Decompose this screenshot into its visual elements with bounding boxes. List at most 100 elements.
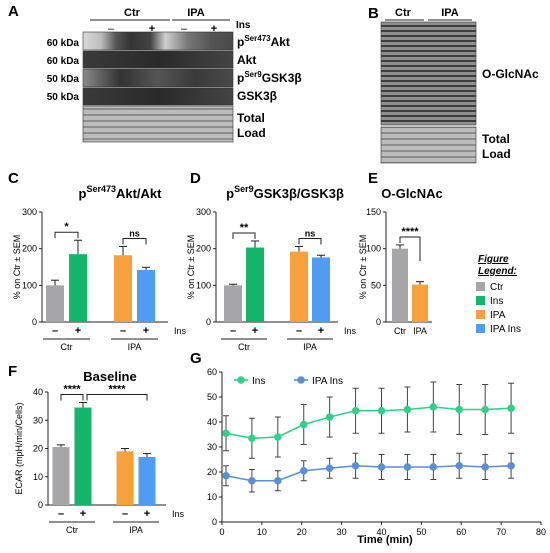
y-tick-label: 40 <box>207 417 217 427</box>
chart-e: 0 50 100 150 % on Ctr ± SEM **** Ctr IPA <box>358 207 432 336</box>
panel-g-xlabel: Time (min) <box>357 534 413 546</box>
data-point <box>403 405 412 414</box>
panel-b-group-ctr: Ctr <box>395 7 412 19</box>
panel-f-letter: F <box>8 363 17 380</box>
panel-a-sign-2: + <box>149 23 155 35</box>
panel-a-group-ipa: IPA <box>187 7 205 19</box>
panel-c-title: pSer473Akt/Akt <box>79 184 163 201</box>
panel-d-letter: D <box>190 170 201 187</box>
blot-band-row-4 <box>82 87 234 106</box>
group-label: Ctr <box>238 342 250 352</box>
ins-sign: – <box>120 325 126 337</box>
blot-o-glcnac <box>380 21 477 126</box>
panel-b-letter: B <box>368 5 379 22</box>
data-point <box>248 434 256 443</box>
ins-sign: – <box>230 325 236 337</box>
significance-label: ** <box>240 222 249 234</box>
ins-sign: + <box>144 508 150 520</box>
panel-a-kda-3: 50 kDa <box>47 74 80 85</box>
y-tick-label: 20 <box>207 467 217 477</box>
ins-label: Ins <box>344 326 357 336</box>
panel-b-total-label-1: Total <box>482 132 510 146</box>
y-tick-label: 0 <box>376 317 381 327</box>
data-point <box>481 463 489 471</box>
bar-ctr <box>46 285 64 322</box>
y-tick-label: 30 <box>33 415 43 425</box>
y-axis-label: % on Ctr ± SEM <box>186 235 196 299</box>
panel-e-title: O-GlcNAc <box>381 186 442 201</box>
data-point <box>299 466 308 475</box>
ins-sign: + <box>143 325 149 337</box>
panel-b-group-ipa: IPA <box>441 7 459 19</box>
panel-a: A Ctr IPA – + – + Ins 60 kDa 60 kDa 50 k… <box>8 3 302 143</box>
bar-ipa-ins <box>137 269 155 322</box>
bar-ipa-ins <box>312 257 330 322</box>
data-point <box>403 463 412 471</box>
y-axis-label: % on Ctr ± SEM <box>358 235 368 299</box>
x-tick-label: 60 <box>456 527 466 537</box>
panel-a-total-label-2: Load <box>237 126 266 140</box>
blot-band-row-2 <box>82 50 234 69</box>
panel-b-total-label-2: Load <box>482 147 511 161</box>
bar-ctr <box>224 285 242 322</box>
data-point <box>222 471 230 480</box>
ins-sign: – <box>122 508 128 520</box>
panel-a-row-label-3: pSer9GSK3β <box>237 70 302 85</box>
legend-label-ipa: IPA <box>490 310 506 321</box>
group-label: IPA <box>128 342 142 352</box>
data-point <box>325 464 334 473</box>
panel-a-group-ctr: Ctr <box>124 7 141 19</box>
significance-label: ns <box>129 228 140 238</box>
significance-label: * <box>64 221 69 233</box>
significance-label: **** <box>401 226 419 238</box>
legend-swatch-ctr <box>476 282 485 291</box>
significance-bracket <box>399 236 421 261</box>
y-tick-label: 200 <box>22 244 37 254</box>
data-point <box>507 461 515 470</box>
legend-marker <box>297 376 305 384</box>
bar-ipa <box>290 251 308 322</box>
legend-title-2: Legend: <box>478 266 517 277</box>
panel-e-letter: E <box>368 170 378 187</box>
bar-ipa <box>114 255 132 322</box>
panel-a-sign-1: – <box>108 23 115 35</box>
panel-a-letter: A <box>8 3 19 20</box>
y-axis-label: ECAR (mpH/min/Cells) <box>14 402 24 494</box>
bar-ipa <box>116 451 134 505</box>
data-point <box>325 413 334 421</box>
y-tick-label: 0 <box>206 317 211 327</box>
panel-a-ins-label: Ins <box>236 20 251 31</box>
series-line-ins <box>225 406 512 440</box>
significance-bracket <box>86 393 148 401</box>
x-tick-label: 50 <box>416 527 426 537</box>
y-tick-label: 10 <box>207 492 217 502</box>
y-tick-label: 300 <box>196 207 211 217</box>
significance-label: **** <box>63 383 81 395</box>
significance-bracket <box>122 237 147 245</box>
y-tick-label: 40 <box>33 387 43 397</box>
y-tick-label: 100 <box>196 280 211 290</box>
data-point <box>455 461 464 470</box>
legend-swatch-ipa-ins <box>476 324 485 333</box>
x-tick-label: 20 <box>297 527 307 537</box>
legend-swatch-ipa <box>476 310 485 319</box>
chart-d: 0 100 200 300 % on Ctr ± SEM ** ns – + – + Ins Ctr IP… <box>186 207 357 352</box>
x-tick-label: 10 <box>257 527 267 537</box>
data-point <box>274 433 282 441</box>
data-point <box>507 404 515 413</box>
data-point <box>351 461 360 470</box>
data-point <box>377 463 386 471</box>
chart-c: 0 100 200 300 % on Ctr ± SEM * ns – + – + Ins Ctr IPA <box>12 207 187 352</box>
data-point <box>455 405 464 414</box>
significance-bracket <box>232 232 256 239</box>
blot-band-row-3 <box>82 68 234 88</box>
y-tick-label: 30 <box>207 442 217 452</box>
legend-label-ctr: Ctr <box>490 282 504 293</box>
data-point <box>377 406 386 415</box>
significance-label: **** <box>108 383 126 395</box>
figure-legend: Figure Legend: Ctr Ins IPA IPA Ins <box>476 254 521 335</box>
blot-band-row-1 <box>82 31 234 51</box>
group-label: Ctr <box>66 525 78 535</box>
legend-label-ipa-ins: IPA Ins <box>490 324 521 335</box>
blot-total-load <box>82 105 234 143</box>
